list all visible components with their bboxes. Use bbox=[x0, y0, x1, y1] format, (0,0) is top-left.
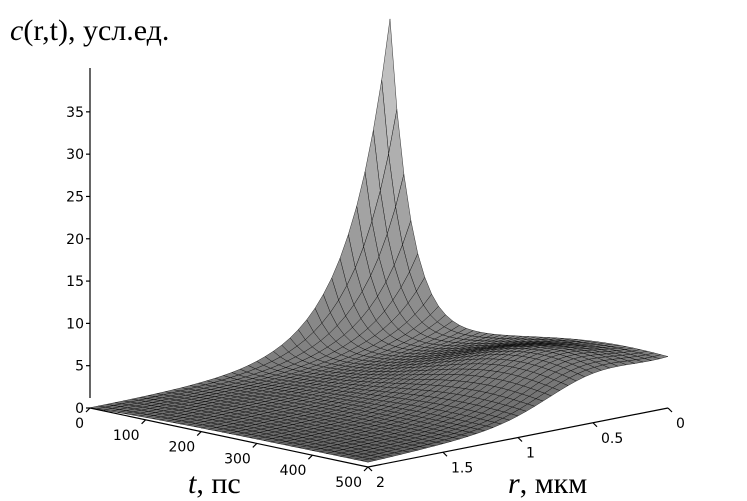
t-tick-mark bbox=[363, 466, 369, 472]
z-axis-title: c(r,t), усл.ед. bbox=[10, 14, 169, 47]
t-axis-unit: , пс bbox=[196, 467, 240, 500]
t-tick-mark bbox=[85, 407, 91, 413]
r-tick-label: 2 bbox=[376, 475, 385, 491]
z-tick-label: 0 bbox=[75, 401, 84, 417]
r-tick-mark bbox=[442, 451, 448, 457]
r-tick-mark bbox=[517, 437, 523, 442]
r-axis-unit: , мкм bbox=[520, 467, 588, 500]
t-tick-label: 0 bbox=[75, 416, 84, 432]
surface-mesh bbox=[89, 18, 669, 463]
r-tick-label: 0 bbox=[676, 416, 685, 432]
r-tick-label: 0.5 bbox=[601, 431, 623, 447]
t-tick-label: 100 bbox=[113, 428, 140, 444]
r-tick-label: 1.5 bbox=[451, 460, 473, 476]
t-tick-label: 500 bbox=[335, 475, 362, 491]
z-tick-label: 35 bbox=[66, 105, 84, 121]
z-tick-label: 25 bbox=[66, 189, 84, 205]
t-tick-label: 200 bbox=[168, 440, 195, 456]
t-tick-label: 300 bbox=[224, 451, 251, 467]
z-tick-label: 10 bbox=[66, 316, 84, 332]
z-tick-label: 30 bbox=[66, 147, 84, 163]
t-axis-line bbox=[89, 407, 369, 468]
z-tick-label: 15 bbox=[66, 274, 84, 290]
r-tick-mark bbox=[592, 422, 598, 428]
t-axis-title: t, пс bbox=[188, 467, 241, 500]
r-axis-title: r, мкм bbox=[508, 467, 587, 500]
surface-facet bbox=[361, 458, 377, 463]
t-tick-mark bbox=[252, 442, 258, 448]
z-axis-args: (r,t) bbox=[23, 14, 68, 47]
r-tick-mark bbox=[667, 407, 673, 413]
tick-group: 0 5 10 15 20 25 30 35 0 100 200 300 400 500 0 0.5 1 1.5 2 bbox=[66, 105, 685, 491]
z-axis-unit: , усл.ед. bbox=[68, 14, 169, 47]
r-axis-var: r bbox=[508, 467, 520, 500]
t-tick-label: 400 bbox=[280, 463, 307, 479]
r-tick-label: 1 bbox=[526, 446, 535, 462]
t-tick-mark bbox=[307, 454, 313, 460]
z-axis-var: c bbox=[10, 14, 23, 47]
t-tick-mark bbox=[196, 431, 202, 437]
t-tick-mark bbox=[141, 419, 147, 425]
r-tick-mark bbox=[367, 466, 373, 472]
t-axis-var: t bbox=[188, 467, 197, 500]
z-tick-label: 20 bbox=[66, 232, 84, 248]
z-tick-label: 5 bbox=[75, 359, 84, 375]
